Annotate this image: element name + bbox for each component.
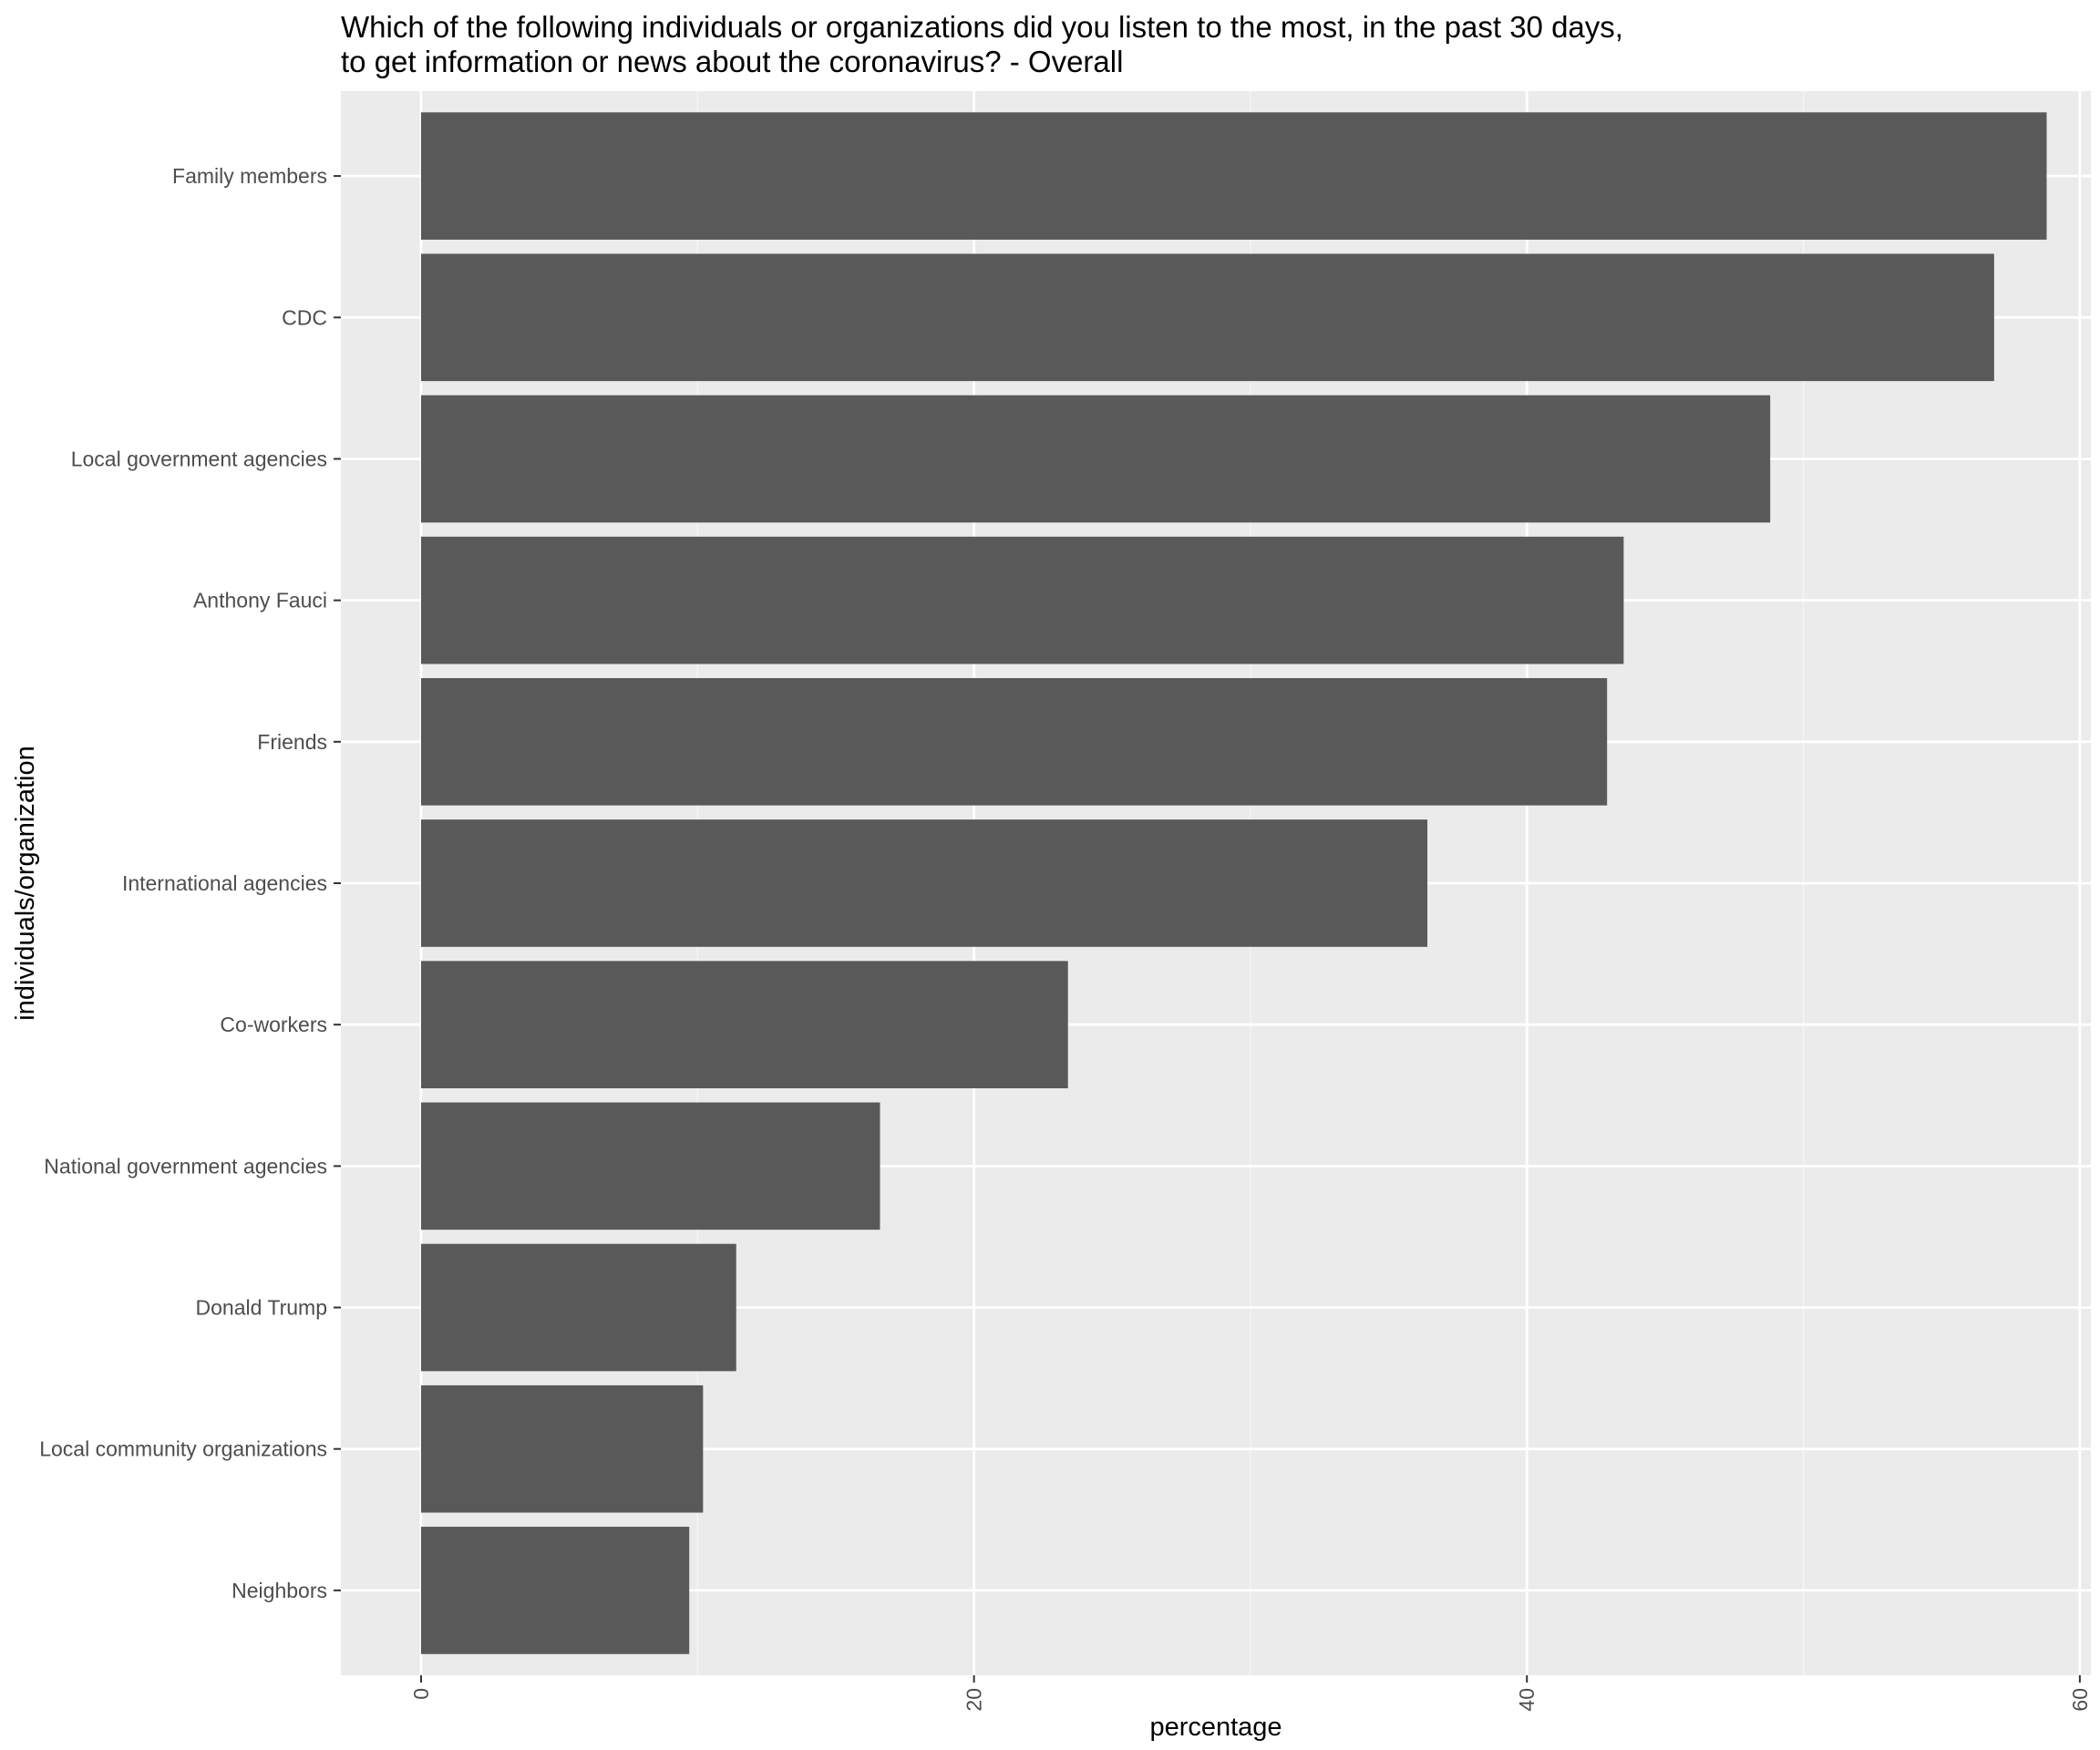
x-tick-label: 60 bbox=[2068, 1688, 2092, 1712]
bar-international-agencies bbox=[420, 819, 1428, 947]
bar-local-community-organizations bbox=[420, 1385, 704, 1513]
bar-cdc bbox=[420, 253, 1994, 382]
chart-title: Which of the following individuals or or… bbox=[341, 10, 1632, 78]
y-tick-label: Donald Trump bbox=[196, 1296, 327, 1320]
x-axis: 0 20 40 60 bbox=[409, 1675, 2092, 1712]
y-tick-label: Neighbors bbox=[232, 1579, 327, 1602]
y-tick-label: Local community organizations bbox=[39, 1437, 327, 1461]
y-tick-label: CDC bbox=[282, 305, 327, 329]
x-tick-label: 0 bbox=[409, 1688, 433, 1700]
x-tick-label: 20 bbox=[962, 1688, 986, 1712]
bar-friends bbox=[420, 677, 1608, 806]
y-tick-label: National government agencies bbox=[44, 1154, 327, 1178]
chart-title-line-2: to get information or news about the cor… bbox=[341, 45, 1123, 78]
x-tick-label: 40 bbox=[1515, 1688, 1539, 1712]
x-axis-title: percentage bbox=[1149, 1713, 1282, 1742]
bar-national-government-agencies bbox=[420, 1102, 880, 1230]
bar-family-members bbox=[420, 112, 2047, 240]
bar-local-government-agencies bbox=[420, 395, 1771, 523]
y-tick-label: Friends bbox=[257, 730, 327, 754]
bar-co-workers bbox=[420, 961, 1068, 1089]
y-axis: Family members CDC Local government agenci… bbox=[39, 164, 341, 1602]
y-axis-title: individuals/organization bbox=[11, 746, 40, 1020]
bar-anthony-fauci bbox=[420, 536, 1624, 664]
bars-layer bbox=[420, 112, 2047, 1654]
bar-neighbors bbox=[420, 1527, 690, 1654]
chart-title-line-1: Which of the following individuals or or… bbox=[341, 10, 1623, 44]
y-tick-label: Local government agencies bbox=[71, 447, 327, 470]
y-tick-label: Family members bbox=[172, 164, 327, 188]
y-tick-label: International agencies bbox=[122, 871, 327, 895]
y-tick-label: Co-workers bbox=[220, 1013, 327, 1036]
bar-donald-trump bbox=[420, 1243, 736, 1372]
y-tick-label: Anthony Fauci bbox=[193, 589, 327, 612]
